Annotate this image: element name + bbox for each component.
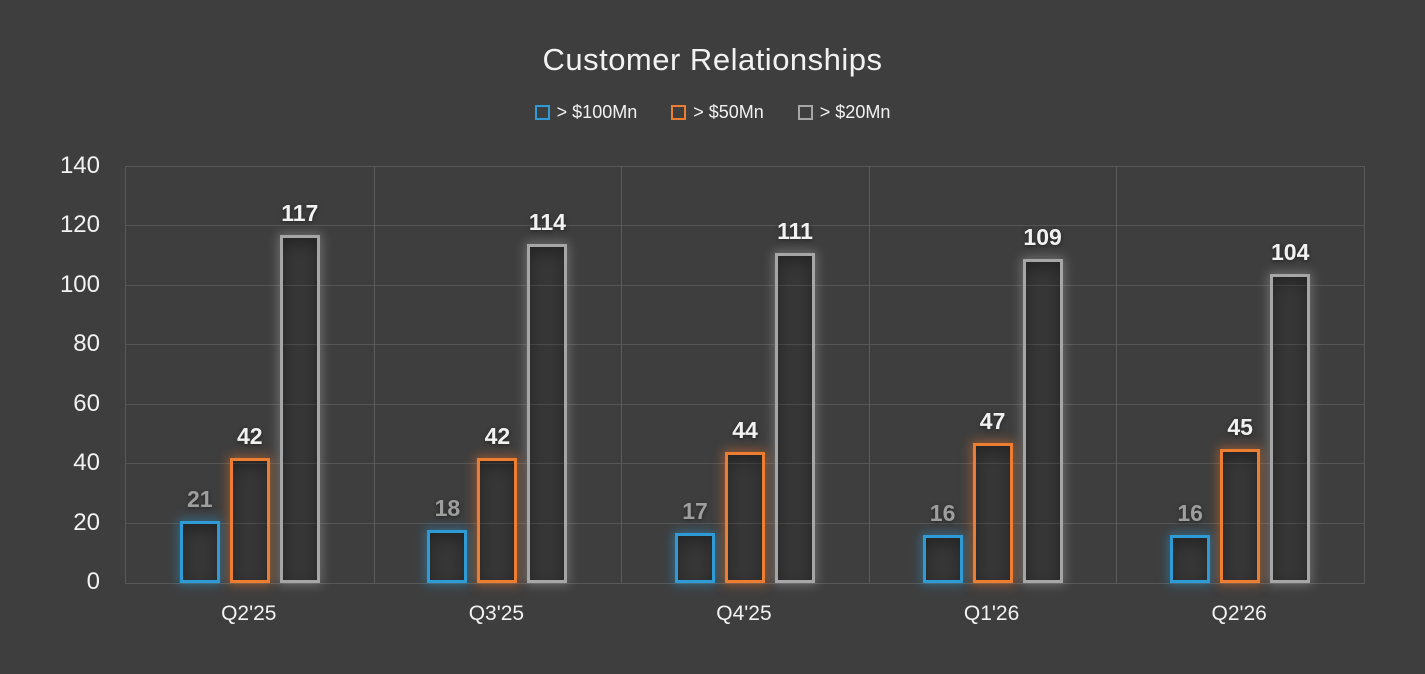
bar-wrap: 21 <box>179 486 220 583</box>
y-axis-tick-label: 140 <box>59 152 100 179</box>
bar-wrap: 114 <box>527 209 568 583</box>
x-axis-category-label: Q3'25 <box>468 602 525 625</box>
bar <box>1220 449 1261 583</box>
bar-value-label: 42 <box>237 423 263 450</box>
bar <box>972 443 1013 583</box>
plot-area: 21 42 117 18 42 114 17 44 111 16 47 109 16 45 104 <box>125 166 1365 584</box>
bar <box>674 532 715 583</box>
bar-value-label: 21 <box>187 485 213 512</box>
x-axis-category-label: Q2'25 <box>221 602 277 625</box>
bar-wrap: 42 <box>477 423 518 583</box>
gridline-h <box>126 463 1364 465</box>
legend-label: > $20Mn <box>819 102 891 122</box>
gridline-h <box>126 522 1364 524</box>
gridline-h <box>126 284 1364 286</box>
y-axis-tick-label: 80 <box>73 330 100 358</box>
bar-wrap: 16 <box>1170 500 1211 583</box>
chart-title: Customer Relationships <box>542 42 883 77</box>
bar-group: 16 45 104 <box>1116 167 1364 583</box>
legend-swatch-icon <box>671 105 687 120</box>
gridline-v <box>868 167 870 583</box>
bar <box>179 520 220 583</box>
legend-label: > $50Mn <box>693 102 764 122</box>
legend-item: > $100Mn <box>534 102 638 123</box>
gridline-v <box>621 167 623 583</box>
bar-wrap: 109 <box>1022 224 1063 583</box>
bar-value-label: 117 <box>281 200 319 227</box>
y-axis-tick-label: 0 <box>86 568 100 595</box>
bar-group: 16 47 109 <box>869 167 1117 583</box>
x-axis-category-label: Q4'25 <box>716 602 772 625</box>
bar-wrap: 104 <box>1270 239 1311 583</box>
bar-value-label: 109 <box>1023 224 1062 251</box>
bar <box>1270 273 1311 583</box>
bar <box>724 452 765 583</box>
y-axis-tick-label: 40 <box>73 449 100 477</box>
gridline-h <box>126 344 1364 346</box>
bar-value-label: 114 <box>528 209 566 236</box>
gridline-h <box>126 225 1364 227</box>
y-axis-tick-label: 100 <box>59 270 100 298</box>
legend: > $100Mn > $50Mn > $20Mn <box>0 102 1425 123</box>
bar-wrap: 117 <box>279 200 320 583</box>
gridline-v <box>1116 167 1118 583</box>
legend-item: > $50Mn <box>671 102 764 123</box>
bar-wrap: 17 <box>674 498 715 583</box>
bar-wrap: 16 <box>922 500 963 583</box>
bar <box>427 529 468 583</box>
bar-group: 21 42 117 <box>126 167 374 583</box>
bar-value-label: 111 <box>777 218 813 245</box>
bar-value-label: 17 <box>682 497 708 524</box>
bar-value-label: 104 <box>1271 238 1310 265</box>
bar-wrap: 111 <box>774 218 815 583</box>
bar-value-label: 45 <box>1227 414 1253 441</box>
bar-value-label: 47 <box>979 408 1006 435</box>
bar-wrap: 18 <box>427 495 468 583</box>
legend-item: > $20Mn <box>797 102 891 123</box>
legend-swatch-icon <box>797 105 813 120</box>
legend-swatch-icon <box>534 105 550 120</box>
bar-value-label: 44 <box>732 417 758 444</box>
bar <box>1170 535 1211 583</box>
bar <box>477 458 518 583</box>
gridline-v <box>373 167 375 583</box>
bar <box>922 535 963 583</box>
bar-value-label: 16 <box>1177 500 1203 527</box>
bar <box>774 253 815 583</box>
bar-wrap: 42 <box>229 423 270 583</box>
bar <box>229 458 270 583</box>
bar-group: 17 44 111 <box>621 167 869 583</box>
bar-wrap: 47 <box>972 408 1013 583</box>
bar-value-label: 42 <box>484 423 511 450</box>
bar-wrap: 45 <box>1220 414 1261 583</box>
bar-value-label: 16 <box>929 500 956 527</box>
y-axis-tick-label: 60 <box>73 389 100 417</box>
bar <box>279 235 320 583</box>
bar-value-label: 18 <box>434 494 461 521</box>
bar-group: 18 42 114 <box>374 167 622 583</box>
x-axis-category-label: Q1'26 <box>963 602 1020 625</box>
bar <box>527 244 568 583</box>
x-axis-category-label: Q2'26 <box>1211 602 1267 625</box>
y-axis-tick-label: 20 <box>73 508 100 536</box>
y-axis-tick-label: 120 <box>59 211 100 239</box>
gridline-h <box>126 403 1364 405</box>
bar <box>1022 259 1063 583</box>
bar-wrap: 44 <box>724 417 765 583</box>
legend-label: > $100Mn <box>556 102 638 122</box>
